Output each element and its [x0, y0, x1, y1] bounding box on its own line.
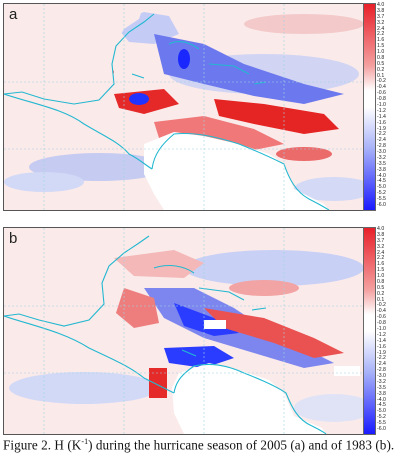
- colorbar-tick-label: 1.0: [377, 49, 385, 56]
- colorbar-tick-label: 3.2: [377, 19, 385, 26]
- colorbar-tick-label: -0.6: [377, 314, 386, 321]
- colorbar-tick-label: 3.2: [377, 243, 385, 250]
- caption-suffix: ) during the hurricane season of 2005 (a…: [88, 437, 395, 453]
- colorbar-tick-label: -6.0: [377, 426, 386, 432]
- colorbar-tick-label: -0.8: [377, 96, 386, 103]
- colorbar-tick-label: -0.4: [377, 308, 386, 315]
- map-panel-b: b: [3, 227, 365, 435]
- colorbar-tick-label: -5.0: [377, 408, 386, 415]
- colorbar-tick-label: -5.2: [377, 190, 386, 197]
- colorbar-tick-label: -0.2: [377, 302, 386, 309]
- colorbar-tick-label: 3.8: [377, 231, 385, 238]
- panel-label-b: b: [9, 230, 18, 247]
- colorbar-tick-label: -2.4: [377, 137, 386, 144]
- colorbar-tick-label: 2.4: [377, 249, 385, 256]
- colorbar-tick-label: 0.5: [377, 60, 385, 67]
- colorbar-tick-label: -5.0: [377, 184, 386, 191]
- colorbar-tick-label: 4.0: [377, 2, 385, 8]
- colorbar-tick-label: 1.6: [377, 37, 385, 44]
- colorbar-tick-label: -1.0: [377, 326, 386, 332]
- figure-caption: Figure 2. H (K-1) during the hurricane s…: [3, 437, 417, 453]
- colorbar-tick-label: 4.0: [377, 226, 385, 232]
- anomaly-map-a: [4, 4, 364, 210]
- colorbar-tick-label: -0.2: [377, 78, 386, 85]
- colorbar-b: [363, 227, 376, 435]
- colorbar-tick-label: -3.8: [377, 390, 386, 397]
- colorbar-ticks-a: 4.0 3.8 3.7 3.2 2.4 2.2 1.6 1.5 1.0 0.8 0.5 0.2 0.1-…: [377, 2, 417, 209]
- colorbar-tick-label: 3.7: [377, 13, 385, 20]
- colorbar-tick-label: -3.0: [377, 149, 386, 156]
- colorbar-tick-label: -5.5: [377, 420, 386, 427]
- colorbar-tick-label: -1.9: [377, 349, 386, 356]
- caption-superscript: -1: [81, 437, 89, 446]
- colorbar-tick-label: 0.2: [377, 66, 385, 73]
- colorbar-tick-label: 0.1: [377, 72, 385, 79]
- colorbar-a: [363, 3, 376, 211]
- anomaly-map-b: [4, 228, 364, 434]
- colorbar-tick-label: -4.5: [377, 178, 386, 185]
- colorbar-tick-label: 1.5: [377, 267, 385, 274]
- colorbar-tick-label: -3.8: [377, 166, 386, 173]
- colorbar-tick-label: 2.2: [377, 255, 385, 262]
- colorbar-tick-label: -3.2: [377, 378, 386, 385]
- colorbar-tick-label: -1.4: [377, 337, 386, 344]
- map-panel-a: a: [3, 3, 365, 211]
- colorbar-tick-label: -1.6: [377, 343, 386, 350]
- colorbar-tick-label: -2.8: [377, 143, 386, 150]
- colorbar-tick-label: -2.4: [377, 361, 386, 368]
- colorbar-tick-label: 1.5: [377, 43, 385, 50]
- colorbar-tick-label: 0.8: [377, 278, 385, 285]
- colorbar-tick-label: -4.5: [377, 402, 386, 409]
- colorbar-tick-label: 0.1: [377, 296, 385, 303]
- colorbar-tick-label: 0.5: [377, 284, 385, 291]
- colorbar-tick-label: -1.0: [377, 102, 386, 108]
- colorbar-tick-label: -4.0: [377, 172, 386, 179]
- colorbar-tick-label: 2.4: [377, 25, 385, 32]
- colorbar-tick-label: -2.2: [377, 131, 386, 138]
- colorbar-tick-label: -1.2: [377, 331, 386, 338]
- colorbar-tick-label: -0.8: [377, 320, 386, 327]
- colorbar-tick-label: -5.5: [377, 196, 386, 203]
- colorbar-tick-label: -3.0: [377, 373, 386, 380]
- colorbar-tick-label: 0.8: [377, 54, 385, 61]
- panel-label-a: a: [9, 6, 18, 23]
- colorbar-tick-label: -4.0: [377, 396, 386, 403]
- colorbar-tick-label: -2.2: [377, 355, 386, 362]
- caption-prefix: Figure 2. H (K: [3, 437, 82, 453]
- colorbar-tick-label: 2.2: [377, 31, 385, 38]
- colorbar-tick-label: -0.6: [377, 90, 386, 97]
- colorbar-tick-label: -6.0: [377, 202, 386, 208]
- colorbar-tick-label: -1.6: [377, 119, 386, 126]
- colorbar-tick-label: 3.7: [377, 237, 385, 244]
- colorbar-ticks-b: 4.0 3.8 3.7 3.2 2.4 2.2 1.6 1.5 1.0 0.8 0.5 0.2 0.1-…: [377, 226, 417, 433]
- colorbar-tick-label: -3.5: [377, 160, 386, 167]
- colorbar-tick-label: -1.2: [377, 107, 386, 114]
- colorbar-tick-label: -5.2: [377, 414, 386, 421]
- colorbar-tick-label: -1.4: [377, 113, 386, 120]
- colorbar-tick-label: 0.2: [377, 290, 385, 297]
- colorbar-tick-label: 3.8: [377, 7, 385, 14]
- colorbar-tick-label: -0.4: [377, 84, 386, 91]
- colorbar-tick-label: -1.9: [377, 125, 386, 132]
- colorbar-tick-label: -3.5: [377, 384, 386, 391]
- colorbar-tick-label: 1.0: [377, 273, 385, 280]
- colorbar-tick-label: 1.6: [377, 261, 385, 268]
- colorbar-tick-label: -2.8: [377, 367, 386, 374]
- colorbar-tick-label: -3.2: [377, 154, 386, 161]
